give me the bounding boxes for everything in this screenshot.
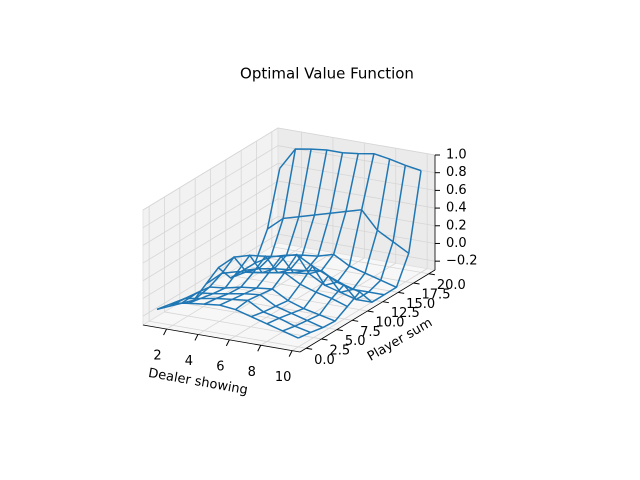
y-tick <box>352 319 359 322</box>
x-tick <box>257 345 262 352</box>
y-tick-label: 17.5 <box>422 288 451 303</box>
grid-line <box>142 216 279 299</box>
y-tick <box>428 273 435 276</box>
grid-line <box>277 127 436 156</box>
x-tick <box>225 339 230 347</box>
wire-column <box>266 158 391 325</box>
y-tick-label: 20.0 <box>437 278 466 293</box>
y-tick <box>382 301 389 304</box>
wire-column <box>250 153 375 318</box>
y-tick <box>336 329 343 332</box>
grid-line <box>179 302 337 331</box>
grid-line <box>149 320 307 349</box>
grid-line <box>142 163 279 246</box>
wire-column <box>188 148 312 304</box>
wire-column <box>219 152 344 306</box>
z-tick-label: 0.6 <box>446 183 467 198</box>
grid-line <box>142 127 279 211</box>
wire-row <box>267 209 410 254</box>
z-tick-label: 0.8 <box>446 165 467 180</box>
wire-row <box>168 297 311 334</box>
wire-row <box>193 286 336 322</box>
x-tick-label: 6 <box>216 359 224 374</box>
x-tick-label: 8 <box>248 365 256 380</box>
x-tick-label: 4 <box>185 354 193 369</box>
grid-line <box>225 274 383 303</box>
wire-column <box>282 165 407 332</box>
z-tick-label: 0.4 <box>446 201 467 216</box>
x-tick <box>194 334 199 341</box>
axis-line <box>299 269 436 353</box>
z-tick-label: 0.0 <box>446 236 467 251</box>
chart-title: Optimal Value Function <box>240 65 414 83</box>
y-tick <box>398 291 405 294</box>
grid-line <box>277 162 436 191</box>
y-tick-label: 0.0 <box>314 353 335 368</box>
grid-line <box>142 145 279 229</box>
z-tick-label: −0.2 <box>446 254 478 269</box>
y-tick-label: 10.0 <box>376 316 405 331</box>
y-tick <box>367 310 374 313</box>
grid-line <box>277 198 436 227</box>
y-tick-label: 12.5 <box>391 306 420 321</box>
grid-line <box>164 311 322 340</box>
y-tick-label: 2.5 <box>329 343 350 358</box>
wire-column <box>235 153 359 311</box>
wire-row <box>181 291 324 329</box>
x-tick-label: 10 <box>275 370 292 385</box>
y-tick-label: 15.0 <box>406 297 435 312</box>
wire-column <box>297 170 422 339</box>
grid-line <box>142 180 279 264</box>
wire-row <box>254 253 397 288</box>
y-tick-label: 7.5 <box>360 325 381 340</box>
x-tick-label: 2 <box>153 349 161 364</box>
grid-line <box>210 283 368 312</box>
wire-column <box>156 168 281 311</box>
axis-line <box>142 324 301 353</box>
y-tick-label: 5.0 <box>345 334 366 349</box>
x-tick <box>163 328 167 336</box>
grid-line <box>142 198 279 282</box>
wire-row <box>242 267 385 296</box>
wire-row <box>279 148 422 172</box>
grid-line <box>277 233 436 262</box>
x-axis-title: Dealer showing <box>147 366 249 398</box>
y-tick <box>306 347 313 350</box>
z-tick-label: 1.0 <box>446 148 467 163</box>
wire-column <box>203 149 328 305</box>
wire-column <box>172 148 297 304</box>
y-tick <box>321 338 328 341</box>
grid-line <box>142 233 279 317</box>
y-tick <box>413 282 420 285</box>
z-tick-label: 0.2 <box>446 218 467 233</box>
x-tick <box>288 350 293 357</box>
